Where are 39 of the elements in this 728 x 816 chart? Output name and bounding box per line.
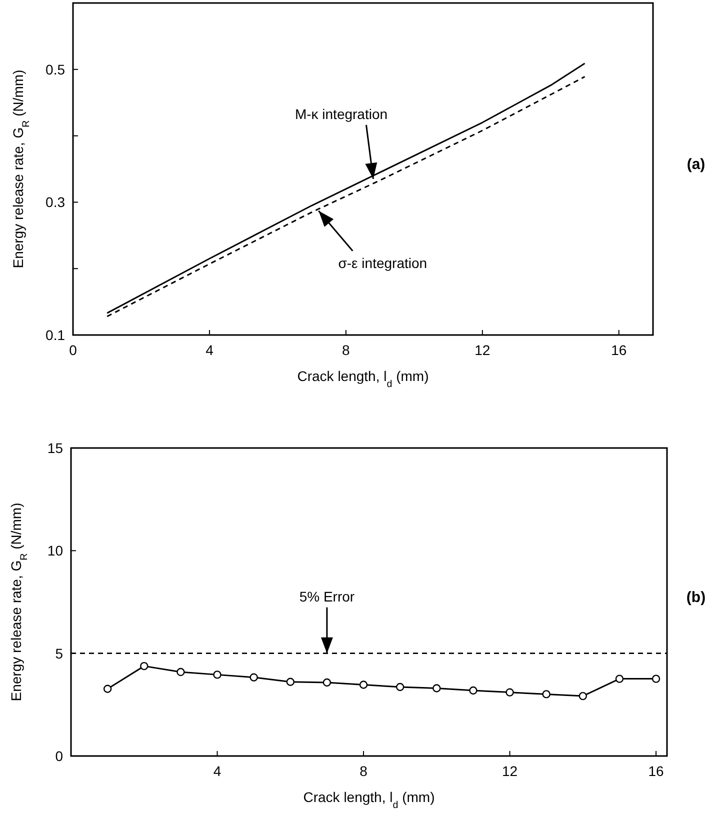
x-tick-label: 4: [213, 763, 222, 779]
x-tick-label: 12: [474, 342, 490, 358]
y-tick-label: 0: [55, 748, 64, 764]
x-tick-label: 16: [648, 763, 664, 779]
point: [506, 688, 514, 696]
point: [176, 668, 185, 676]
point: [432, 684, 441, 692]
point: [286, 678, 294, 686]
text: (b): [686, 589, 706, 606]
point: [542, 690, 550, 698]
y-tick-label: 0.1: [46, 327, 66, 343]
x-tick-label: 0: [69, 342, 78, 358]
point: [213, 670, 222, 679]
point: [359, 680, 368, 689]
x-axis-title: Crack length, l$_{d}$ (mm): [297, 368, 429, 390]
point: [615, 674, 624, 683]
text: (a): [686, 156, 706, 173]
x-axis-title: Crack length, l$_{d}$ (mm): [303, 789, 435, 810]
x-tick-label: 8: [342, 342, 350, 358]
annotation: 5% Error: [299, 588, 355, 604]
point: [578, 692, 587, 700]
y-tick-label: 15: [47, 440, 64, 456]
x-tick-label: 4: [206, 342, 214, 358]
y-tick-label: 5: [55, 645, 64, 662]
annotation: σ-ε integration: [338, 254, 428, 271]
y-tick-label: 10: [47, 542, 64, 559]
point: [469, 686, 478, 695]
x-tick-label: 16: [611, 342, 627, 358]
x-tick-label: 12: [502, 763, 518, 779]
point: [396, 682, 404, 692]
point: [140, 662, 148, 670]
y-tick-label: 0.5: [46, 61, 66, 78]
annotation: M-κ integration: [294, 106, 388, 122]
point: [322, 678, 332, 687]
point: [103, 684, 112, 693]
point: [250, 673, 258, 682]
x-tick-label: 8: [360, 763, 368, 779]
y-tick-label: 0.3: [46, 194, 66, 210]
point: [652, 674, 660, 683]
